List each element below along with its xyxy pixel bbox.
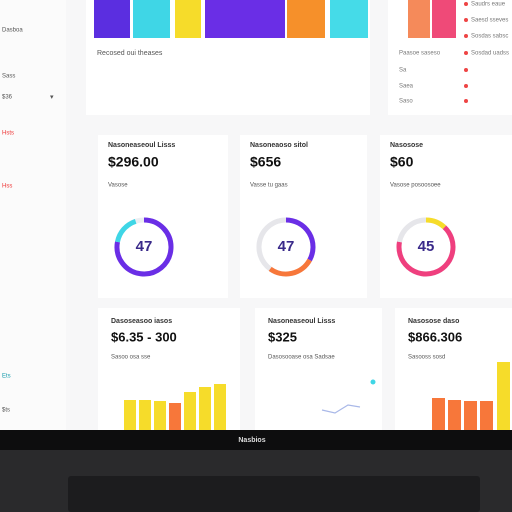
gauge-arc xyxy=(256,217,287,271)
dot xyxy=(464,18,468,22)
sidebar-item: Sass xyxy=(2,74,15,80)
card xyxy=(255,308,382,430)
bar xyxy=(432,398,445,430)
stripe xyxy=(133,0,170,38)
legend-item: Saesd sseves xyxy=(471,18,508,24)
card-title: Nasoneaseoul Lisss xyxy=(268,318,335,325)
card-subtitle: Sasoo osa sse xyxy=(111,355,151,361)
dot xyxy=(464,51,468,55)
card-title: Dasoseasoo iasos xyxy=(111,318,172,325)
card-value: $866.306 xyxy=(408,329,462,344)
gauge-arc xyxy=(396,225,456,277)
sidebar-item[interactable]: $ts xyxy=(2,408,10,414)
stripe xyxy=(175,0,201,38)
sidebar-item[interactable]: Hss xyxy=(2,184,12,190)
card-value: $60 xyxy=(390,154,414,170)
card-title: Nasoneaseoul Lisss xyxy=(108,142,175,149)
sidebar-item[interactable]: Hsts xyxy=(2,131,14,137)
dot xyxy=(464,84,468,88)
list-item: Saea xyxy=(399,84,414,90)
gauge-arc xyxy=(115,218,137,243)
bar xyxy=(139,400,151,430)
list-item: Paasoe saseso xyxy=(399,51,441,57)
legend-item: Sosdad uadss xyxy=(471,51,509,57)
card-title: Nasosose daso xyxy=(408,318,459,325)
card-subtitle: Vasse tu gaas xyxy=(250,183,288,189)
bar xyxy=(464,401,477,430)
gauge-arc xyxy=(397,217,427,243)
stripe xyxy=(432,0,456,38)
sidebar-item: Dasboa xyxy=(2,28,23,34)
bar xyxy=(154,401,166,430)
bar xyxy=(497,362,510,430)
bar xyxy=(169,403,181,430)
card-title: Nasosose xyxy=(390,142,423,149)
card xyxy=(380,135,512,298)
card-subtitle: Sasooss sosd xyxy=(408,355,445,361)
sidebar xyxy=(0,0,66,430)
gauge-label: 45 xyxy=(418,238,435,255)
card-value: $296.00 xyxy=(108,154,159,170)
bar xyxy=(124,400,136,430)
card xyxy=(98,135,228,298)
gauge-label: 47 xyxy=(278,238,295,255)
bar xyxy=(184,392,196,430)
card-value: $325 xyxy=(268,329,297,344)
card-value: $656 xyxy=(250,154,281,170)
gauge-label: 47 xyxy=(136,238,153,255)
list-item: Sa xyxy=(399,68,407,74)
bar xyxy=(448,400,461,430)
dot xyxy=(370,379,376,385)
sidebar-item[interactable]: $36 xyxy=(2,95,13,101)
card-title: Nasoneaoso sitol xyxy=(250,142,308,149)
bar-chart xyxy=(124,362,510,430)
legend-item: Sosdas sabsc xyxy=(471,34,508,40)
gauge-arc xyxy=(425,217,447,230)
bar xyxy=(214,384,226,430)
card-value: $6.35 - 300 xyxy=(111,329,177,344)
stripe xyxy=(205,0,285,38)
dot xyxy=(464,34,468,38)
gauge-arc xyxy=(268,258,312,277)
list-item: Saso xyxy=(399,99,413,105)
dot xyxy=(464,99,468,103)
dot xyxy=(464,68,468,72)
caption: Recosed oui theases xyxy=(97,50,163,57)
sidebar-item[interactable]: Ets xyxy=(2,374,11,380)
stripe xyxy=(330,0,368,38)
dot xyxy=(464,2,468,6)
line xyxy=(321,404,361,414)
stripe xyxy=(94,0,130,38)
bezel xyxy=(0,430,512,450)
stripe xyxy=(287,0,325,38)
gauge-arc xyxy=(285,217,316,262)
keyboard xyxy=(68,476,480,512)
gauge-arc xyxy=(114,217,174,277)
dropdown-arrow[interactable]: ▾ xyxy=(50,94,54,101)
bar xyxy=(480,401,493,430)
card-subtitle: Vasose posoosoee xyxy=(390,183,441,189)
stripe xyxy=(408,0,430,38)
legend-item: Saudrs eaue xyxy=(471,2,506,8)
card-subtitle: Dasosooase osa Sadsae xyxy=(268,355,335,361)
card-subtitle: Vasose xyxy=(108,183,128,189)
bar xyxy=(199,387,211,430)
brand: Nasbios xyxy=(238,437,265,444)
